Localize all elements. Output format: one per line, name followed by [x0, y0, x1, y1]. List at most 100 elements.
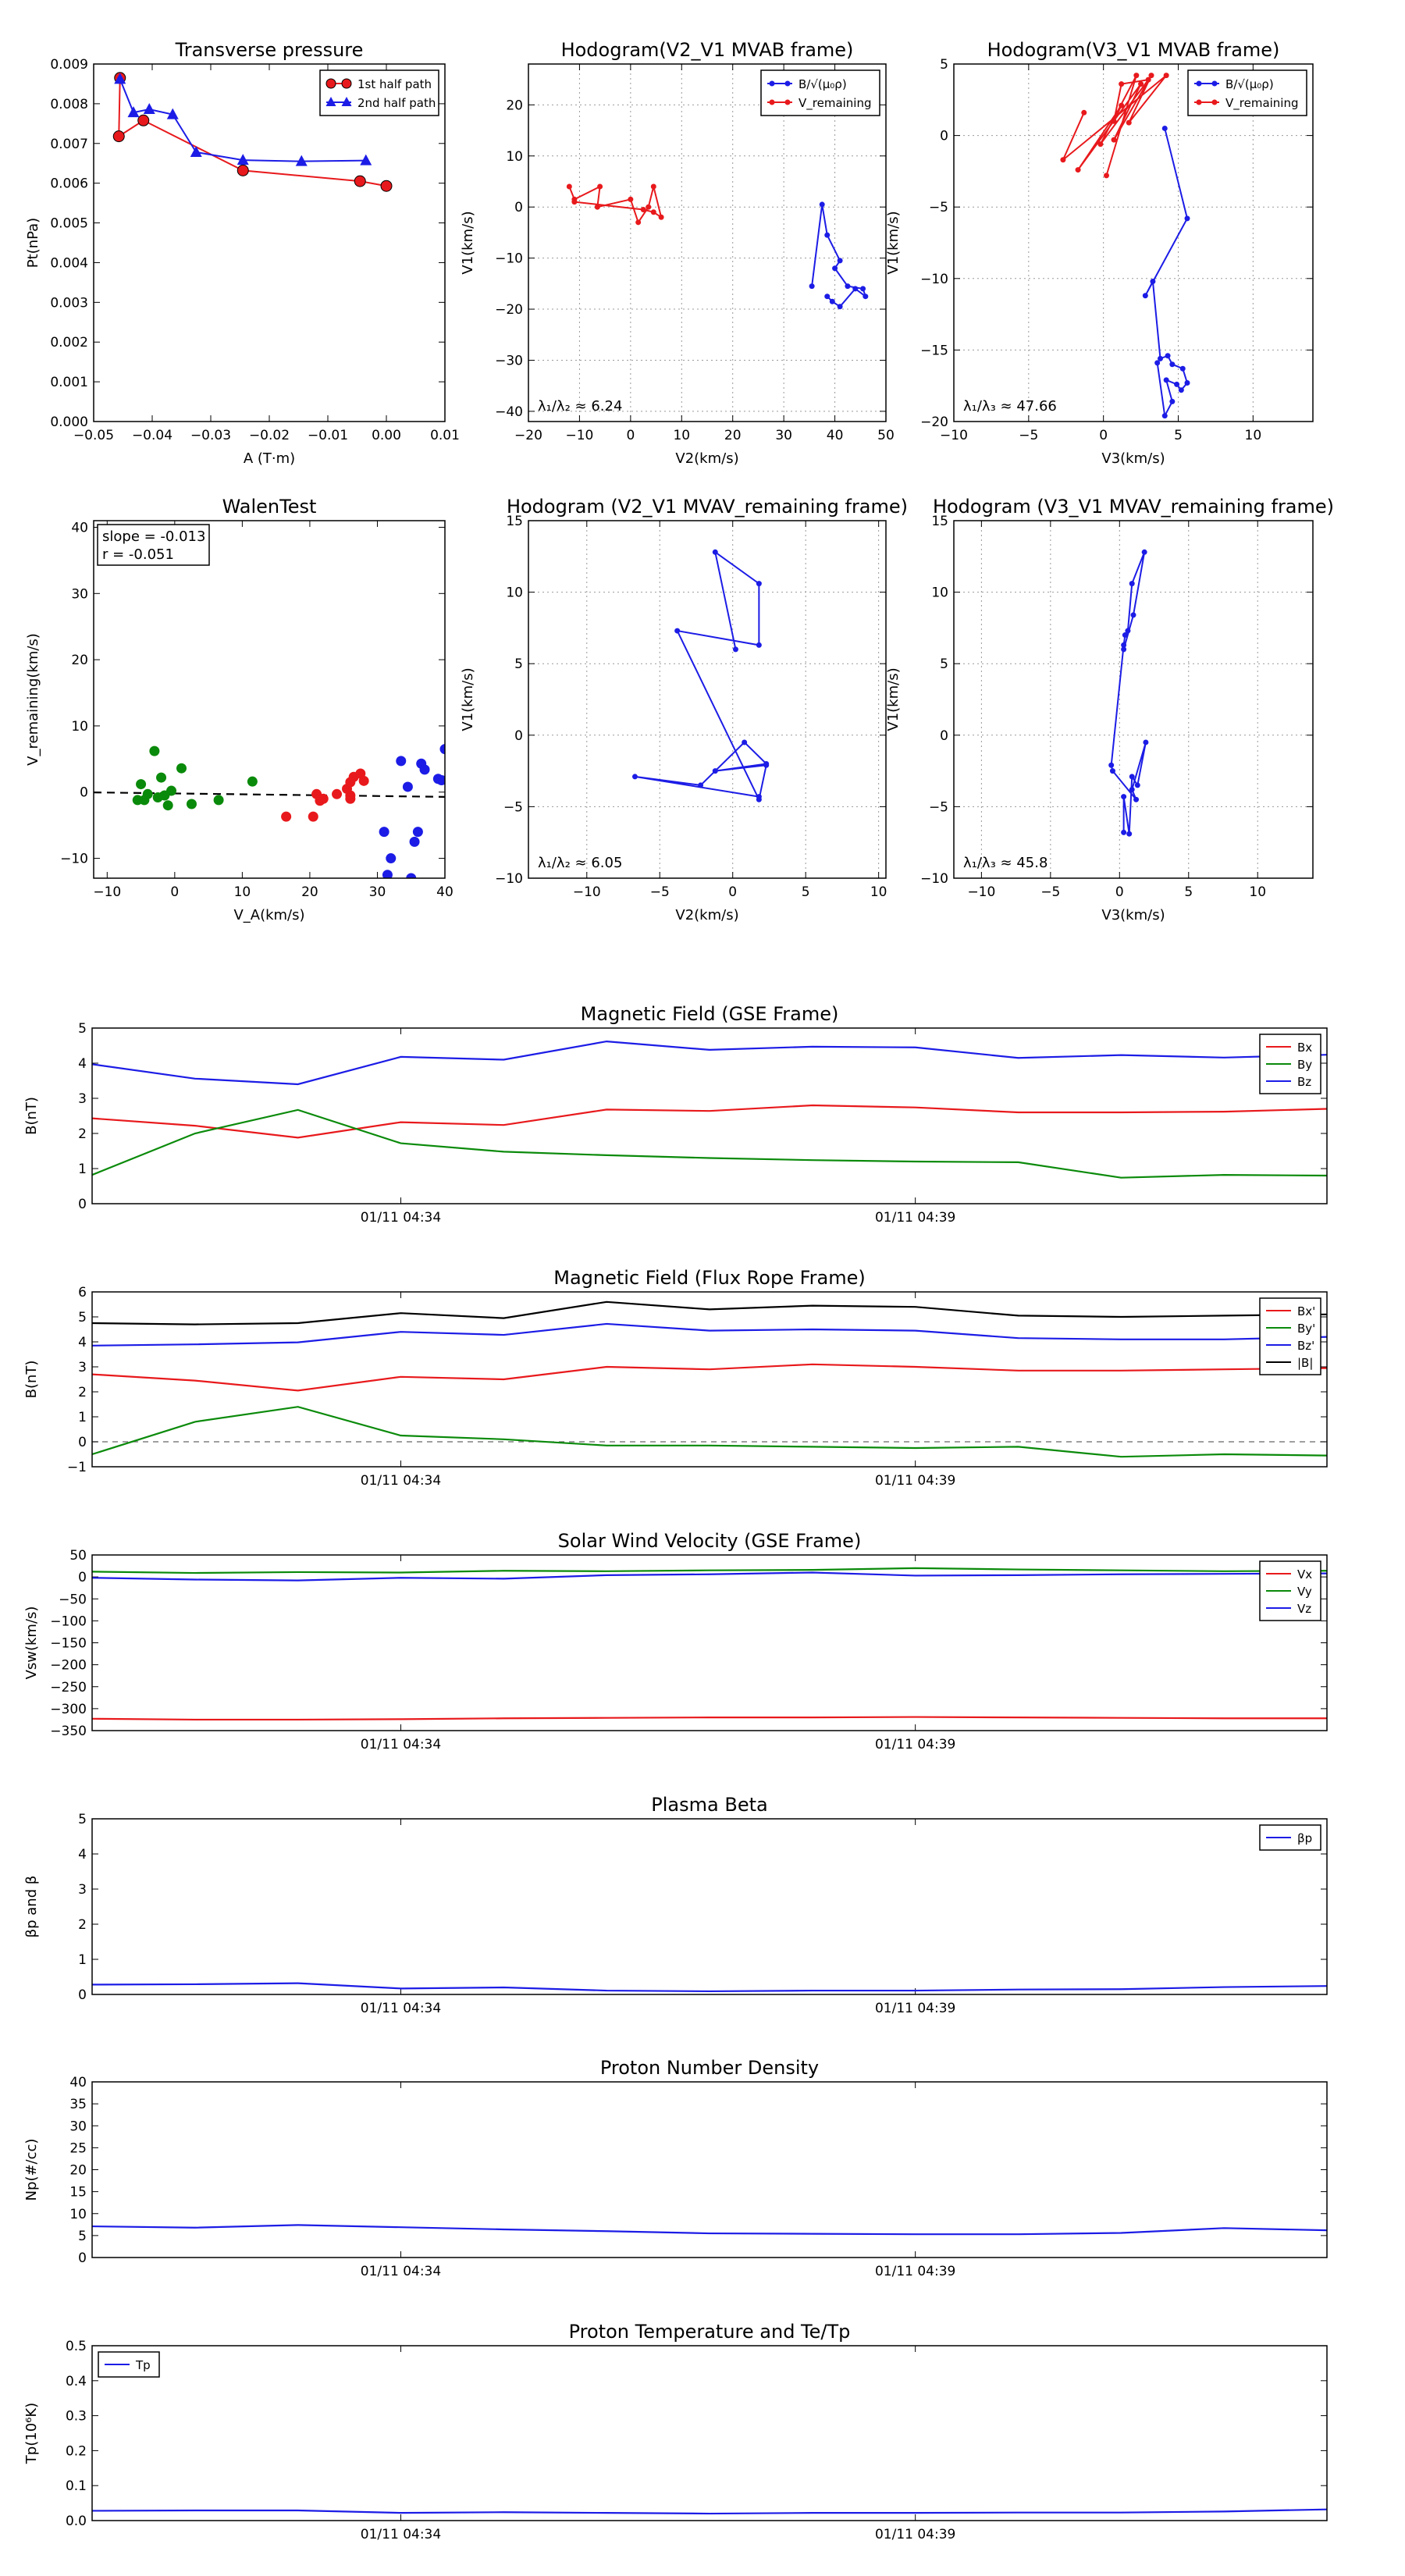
y-tick-label: 0.1: [66, 2478, 87, 2494]
y-tick-label: 0: [78, 1570, 87, 1585]
magnetic-field-gse-chart: 01/11 04:34 01/11 04:39 0 1 2 3 4 5 Magnetic Fie…: [23, 1003, 1328, 1226]
data-point: [756, 794, 762, 800]
legend-marker: [784, 80, 791, 87]
plot-area: [92, 2346, 1327, 2521]
series-line: [92, 1040, 1327, 1086]
y-tick-label: 0: [940, 129, 948, 144]
x-axis-label: V2(km/s): [675, 907, 738, 923]
legend-label: Vz: [1297, 1602, 1311, 1616]
y-tick-label: 0.5: [66, 2339, 87, 2354]
legend-box: [1187, 69, 1307, 116]
y-tick-label: 0: [78, 1987, 87, 2003]
x-tick-label: −0.03: [190, 428, 231, 443]
legend-label: By: [1297, 1058, 1312, 1072]
legend-label: Bx': [1297, 1304, 1315, 1318]
y-tick-label: 0.006: [50, 176, 88, 192]
x-tick-label: 50: [877, 428, 895, 443]
y-tick-label: 0.008: [50, 97, 88, 112]
y-tick-label: 0.3: [66, 2409, 87, 2425]
data-point: [1148, 73, 1154, 79]
legend-marker: [325, 78, 336, 89]
y-tick-label: 0: [78, 1435, 87, 1450]
y-tick-label: 2: [78, 1917, 87, 1933]
plot-frame: [528, 63, 887, 422]
x-tick-label: 0: [170, 884, 179, 900]
legend-label: B/√(μ₀ρ): [799, 77, 847, 91]
x-tick-label: −20: [514, 428, 542, 443]
x-tick-label: 0: [1115, 884, 1124, 900]
plot-frame: [953, 63, 1314, 422]
y-tick-label: −10: [60, 852, 88, 867]
plot-frame: [91, 1027, 1328, 1204]
series-line: [92, 1571, 1327, 1582]
x-axis-label: V3(km/s): [1101, 450, 1165, 467]
data-point: [1141, 549, 1147, 555]
x-tick-label: 01/11 04:39: [875, 2001, 955, 2016]
y-tick-label: 2: [78, 1385, 87, 1400]
data-point: [1060, 157, 1066, 163]
data-point: [149, 745, 160, 756]
y-axis-label: V1(km/s): [460, 211, 476, 274]
y-tick-label: 5: [78, 1812, 87, 1827]
data-point: [756, 581, 762, 587]
x-tick-label: 20: [301, 884, 318, 900]
data-point: [213, 795, 224, 806]
y-tick-label: 15: [69, 2185, 87, 2201]
data-point: [156, 772, 167, 783]
data-point: [837, 258, 843, 264]
data-point: [1169, 398, 1176, 404]
chart-title: Hodogram (V3_V1 MVAV_remaining frame): [933, 496, 1334, 518]
y-tick-label: 0: [78, 1197, 87, 1212]
data-point: [318, 793, 329, 804]
data-point: [419, 764, 430, 775]
data-point: [640, 206, 646, 212]
x-tick-label: −10: [940, 428, 968, 443]
chart-title: Transverse pressure: [175, 39, 364, 61]
data-point: [650, 183, 656, 190]
data-point: [1179, 365, 1186, 372]
x-tick-label: 01/11 04:39: [875, 1473, 955, 1489]
data-point: [1111, 118, 1117, 124]
y-tick-label: 0: [80, 785, 88, 801]
series-line: [92, 1363, 1327, 1392]
y-axis-label: Tp(10⁶K): [23, 2403, 40, 2464]
x-tick-label: −10: [93, 884, 121, 900]
data-point: [1121, 829, 1127, 835]
legend-label: βp: [1297, 1831, 1312, 1845]
chart-title: Proton Number Density: [600, 2057, 819, 2079]
data-point: [127, 106, 140, 118]
data-point: [571, 199, 578, 205]
x-tick-label: 10: [870, 884, 887, 900]
legend-label: B/√(μ₀ρ): [1225, 77, 1274, 91]
plot-frame: [91, 2081, 1328, 2258]
legend-marker: [1196, 80, 1202, 87]
data-point: [1111, 137, 1117, 143]
y-tick-label: 30: [69, 2119, 87, 2134]
plot-area: [92, 1555, 1327, 1731]
x-tick-label: −5: [1019, 428, 1038, 443]
y-tick-label: 1: [78, 1162, 87, 1177]
x-tick-label: 5: [1184, 884, 1193, 900]
y-tick-label: 25: [69, 2140, 87, 2156]
y-axis-label: V1(km/s): [885, 667, 902, 731]
data-point: [674, 628, 681, 634]
y-axis-label: B(nT): [23, 1097, 40, 1135]
data-point: [1133, 73, 1140, 79]
legend: B/√(μ₀ρ) V_remaining: [760, 69, 880, 116]
y-tick-label: 0: [940, 728, 948, 744]
eigenvalue-ratio-annotation: λ₁/λ₂ ≈ 6.05: [538, 855, 622, 871]
data-point: [658, 214, 664, 220]
y-tick-label: 10: [71, 719, 88, 735]
x-axis-label: V_A(km/s): [233, 907, 304, 923]
x-tick-label: 40: [827, 428, 844, 443]
x-axis-label: A (T·m): [244, 450, 295, 467]
x-tick-label: 0.01: [430, 428, 460, 443]
chart-title: Plasma Beta: [651, 1794, 767, 1816]
y-tick-label: −10: [920, 871, 948, 887]
data-point: [1154, 360, 1161, 366]
y-tick-label: 15: [506, 514, 523, 529]
y-axis-label: V1(km/s): [885, 211, 902, 274]
y-tick-label: −5: [503, 799, 523, 815]
legend-label: Tp: [135, 2358, 151, 2372]
series-0: [631, 549, 770, 802]
